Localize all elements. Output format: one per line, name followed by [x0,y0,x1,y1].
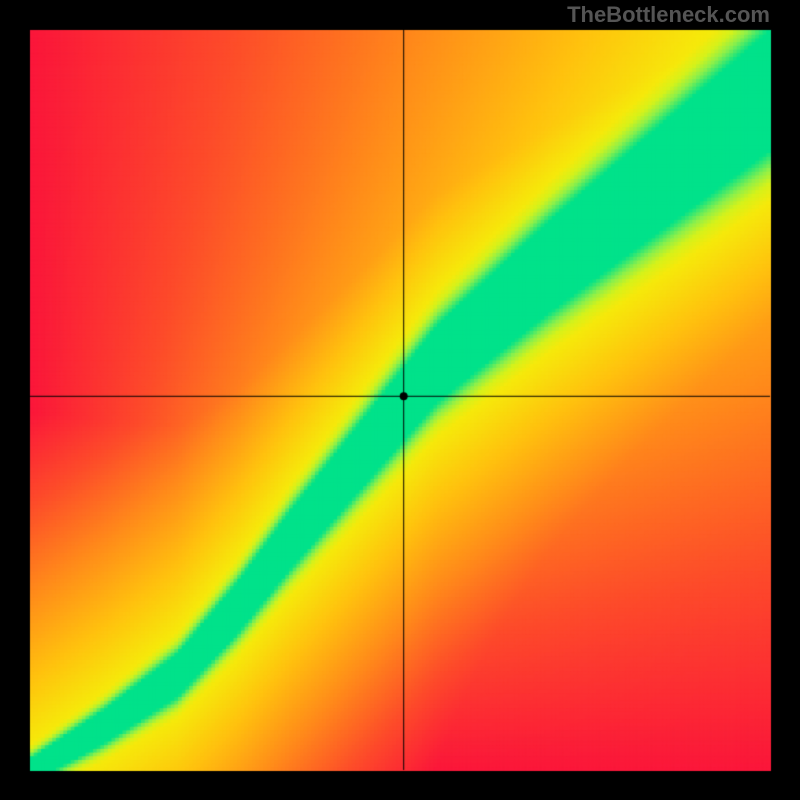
chart-container: TheBottleneck.com [0,0,800,800]
bottleneck-heatmap [0,0,800,800]
watermark-text: TheBottleneck.com [567,2,770,28]
